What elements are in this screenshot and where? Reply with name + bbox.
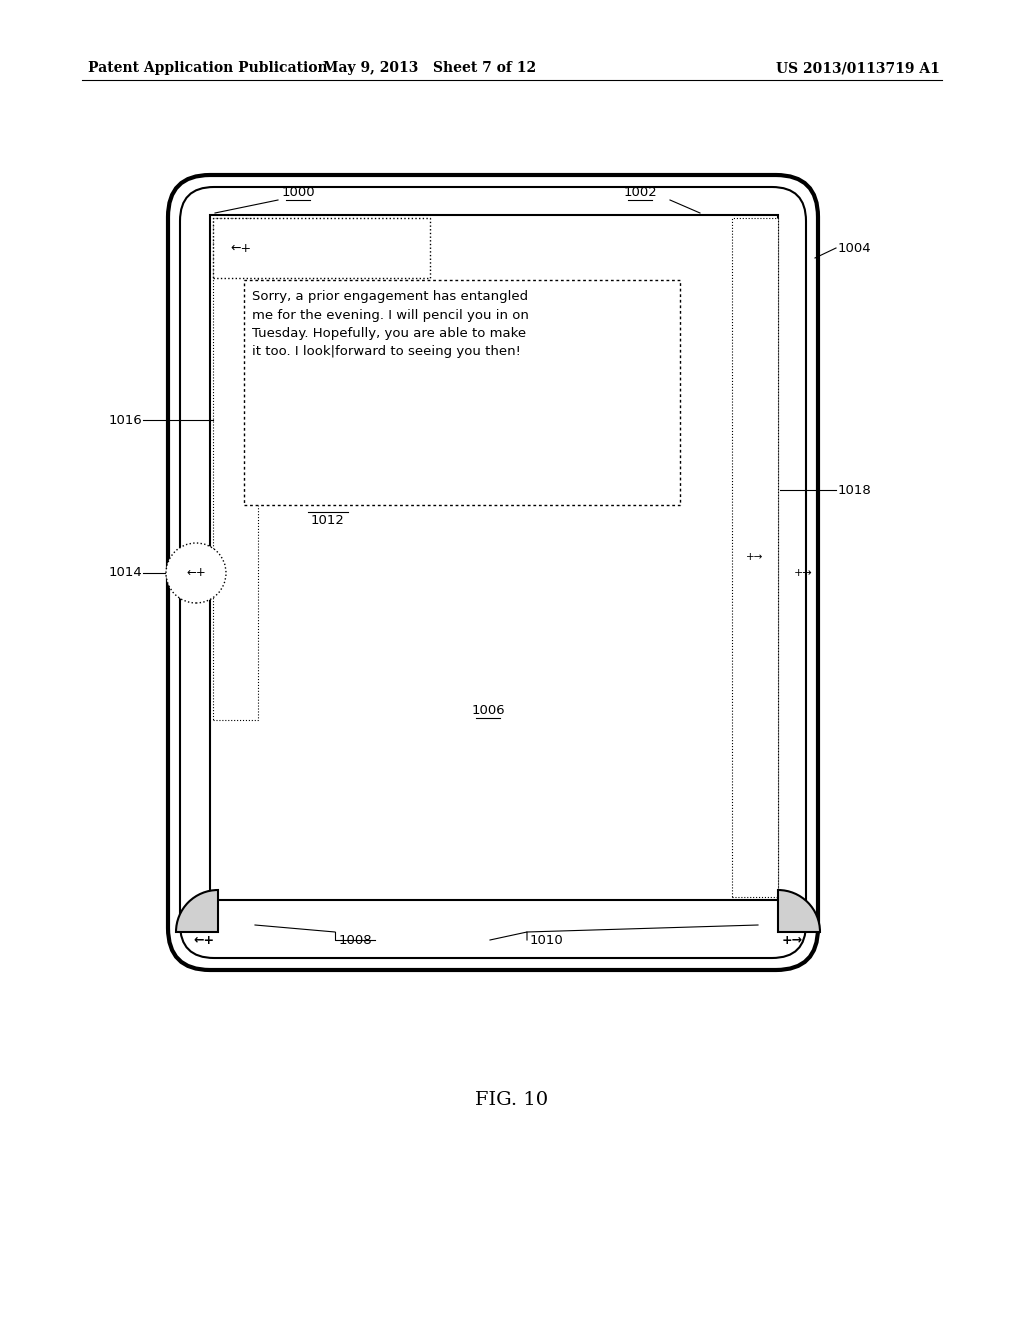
Text: 1018: 1018 xyxy=(838,483,871,496)
Bar xyxy=(244,280,680,506)
Text: 1006: 1006 xyxy=(471,704,505,717)
Text: May 9, 2013   Sheet 7 of 12: May 9, 2013 Sheet 7 of 12 xyxy=(324,61,537,75)
Text: 1000: 1000 xyxy=(282,186,314,198)
Text: ←+: ←+ xyxy=(194,933,215,946)
Text: +→: +→ xyxy=(746,552,764,562)
Text: 1004: 1004 xyxy=(838,242,871,255)
Text: 1016: 1016 xyxy=(109,413,142,426)
Wedge shape xyxy=(176,890,218,932)
Text: +→: +→ xyxy=(781,933,803,946)
Text: 1010: 1010 xyxy=(530,933,564,946)
Text: ←+: ←+ xyxy=(230,242,252,255)
Text: 1012: 1012 xyxy=(311,513,345,527)
Bar xyxy=(210,215,778,900)
Bar xyxy=(732,218,778,898)
Bar xyxy=(213,218,430,279)
Text: 1002: 1002 xyxy=(624,186,656,198)
Text: US 2013/0113719 A1: US 2013/0113719 A1 xyxy=(776,61,940,75)
Text: +→: +→ xyxy=(794,568,812,578)
FancyBboxPatch shape xyxy=(180,187,806,958)
Text: Sorry, a prior engagement has entangled
me for the evening. I will pencil you in: Sorry, a prior engagement has entangled … xyxy=(252,290,528,359)
Text: 1008: 1008 xyxy=(338,933,372,946)
Text: Patent Application Publication: Patent Application Publication xyxy=(88,61,328,75)
Text: FIG. 10: FIG. 10 xyxy=(475,1092,549,1109)
FancyBboxPatch shape xyxy=(168,176,818,970)
Text: ←+: ←+ xyxy=(186,566,206,579)
Text: 1014: 1014 xyxy=(109,566,142,579)
Wedge shape xyxy=(778,890,820,932)
Bar xyxy=(213,218,258,719)
Circle shape xyxy=(166,543,226,603)
